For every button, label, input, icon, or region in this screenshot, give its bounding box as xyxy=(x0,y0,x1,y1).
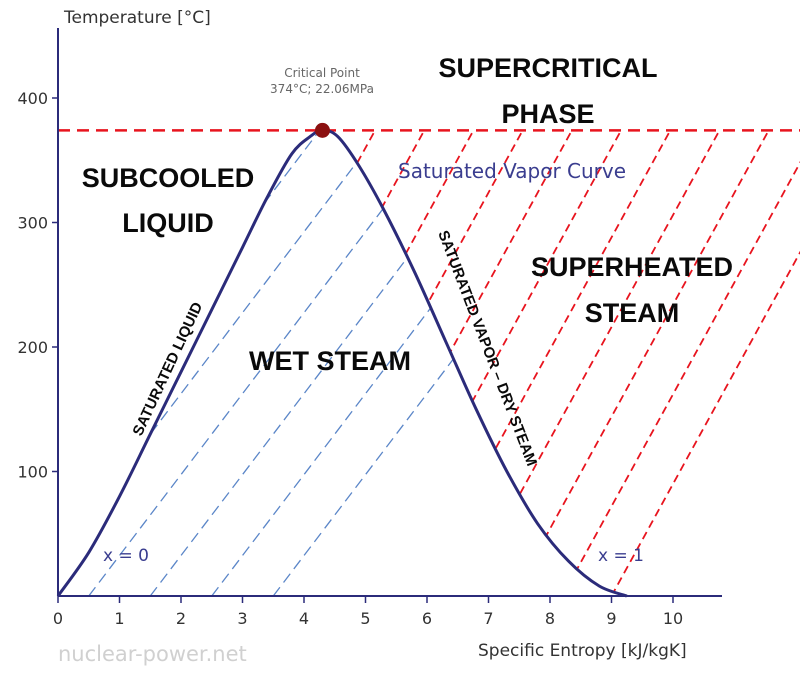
supercritical-label-line1: SUPERCRITICAL xyxy=(438,53,657,83)
superheated-hatching xyxy=(322,130,800,596)
y-tick-label: 200 xyxy=(17,338,48,357)
hatch-wet-line xyxy=(58,130,520,596)
critical-point-label-line1: Critical Point xyxy=(284,66,360,80)
x-tick-label: 8 xyxy=(545,609,555,628)
x-zero-label: x = 0 xyxy=(103,546,149,566)
wet-steam-hatching xyxy=(58,130,627,596)
superheated-label-line1: SUPERHEATED xyxy=(531,252,733,282)
y-axis-title: Temperature [°C] xyxy=(63,8,211,28)
x-tick-label: 3 xyxy=(237,609,247,628)
x-tick-label: 4 xyxy=(299,609,309,628)
wet-steam-label: WET STEAM xyxy=(249,346,411,376)
hatch-super-line xyxy=(322,130,800,596)
critical-point-label-line2: 374°C; 22.06MPa xyxy=(270,82,374,96)
subcooled-label-line2: LIQUID xyxy=(122,208,214,238)
x-tick-label: 1 xyxy=(114,609,124,628)
x-axis-title: Specific Entropy [kJ/kgK] xyxy=(478,641,687,661)
x-tick-label: 0 xyxy=(53,609,63,628)
y-tick-label: 300 xyxy=(17,214,48,233)
y-tick-label: 400 xyxy=(17,89,48,108)
x-tick-label: 10 xyxy=(663,609,683,628)
x-tick-label: 2 xyxy=(176,609,186,628)
x-one-label: x = 1 xyxy=(598,546,644,566)
superheated-label-line2: STEAM xyxy=(585,298,680,328)
x-tick-label: 5 xyxy=(360,609,370,628)
saturated-liquid-label: SATURATED LIQUID xyxy=(130,300,207,439)
x-tick-label: 7 xyxy=(483,609,493,628)
hatch-super-line xyxy=(322,130,800,596)
y-tick-label: 100 xyxy=(17,463,48,482)
x-tick-label: 9 xyxy=(606,609,616,628)
critical-point-marker xyxy=(314,122,330,138)
saturated-vapor-curve-label: Saturated Vapor Curve xyxy=(398,159,626,183)
x-tick-label: 6 xyxy=(422,609,432,628)
hatch-wet-line xyxy=(88,130,627,596)
supercritical-label-line2: PHASE xyxy=(501,99,594,129)
subcooled-label-line1: SUBCOOLED xyxy=(82,163,255,193)
watermark: nuclear-power.net xyxy=(58,642,247,666)
axes: 0 1 2 3 4 5 6 7 8 9 10 100 200 300 400 xyxy=(17,28,722,628)
hatch-super-line xyxy=(322,130,800,596)
